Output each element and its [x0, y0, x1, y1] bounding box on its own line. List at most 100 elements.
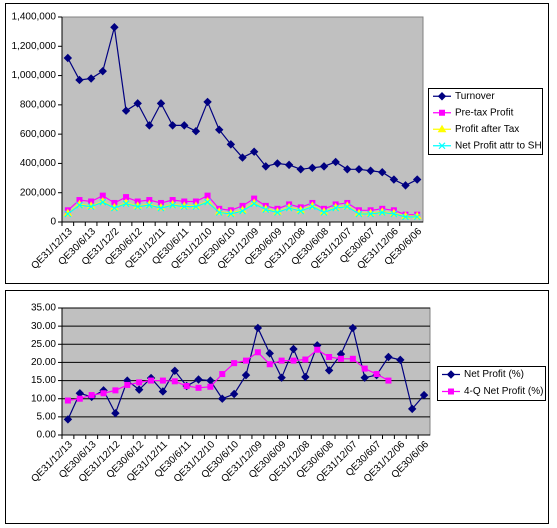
marker: [191, 127, 201, 136]
y-tick-label: 600,000: [20, 129, 57, 140]
legend-label: Net Profit (%): [464, 369, 524, 380]
marker: [76, 201, 83, 209]
marker: [378, 209, 386, 216]
marker: [355, 210, 363, 218]
marker: [134, 385, 144, 394]
marker: [390, 210, 398, 218]
marker: [308, 163, 317, 173]
marker: [243, 357, 249, 364]
marker: [194, 375, 203, 384]
plot-area: [61, 16, 424, 223]
marker: [412, 175, 422, 184]
legend-label: Net Profit attr to SH: [455, 140, 542, 151]
y-tick-label: 5.00: [37, 411, 57, 422]
marker: [63, 415, 73, 424]
legend: [428, 88, 543, 155]
marker: [110, 204, 118, 212]
y-tick-label: 1,400,000: [12, 12, 57, 23]
y-tick-label: 1,000,000: [12, 70, 57, 81]
legend-marker: [439, 109, 445, 116]
series-line: [67, 348, 389, 402]
marker: [273, 159, 282, 168]
marker: [302, 356, 309, 363]
y-tick-label: 25.00: [31, 339, 56, 350]
marker: [215, 125, 224, 134]
marker: [360, 373, 369, 382]
marker: [314, 346, 321, 353]
marker: [249, 147, 259, 156]
marker: [110, 23, 119, 32]
y-tick-label: 20.00: [31, 357, 56, 368]
marker: [253, 323, 263, 333]
marker: [343, 203, 351, 211]
marker: [204, 198, 211, 206]
y-tick-label: 400,000: [20, 158, 57, 169]
marker: [308, 203, 316, 211]
y-tick-label: 200,000: [20, 187, 57, 198]
marker: [159, 377, 166, 384]
legend-label: Pre-tax Profit: [455, 107, 514, 118]
marker: [195, 384, 202, 391]
legend-marker: [437, 92, 447, 101]
marker: [290, 357, 297, 364]
legend-marker: [446, 370, 456, 379]
marker: [297, 207, 305, 215]
marker: [183, 383, 190, 390]
legend: [437, 366, 546, 401]
marker: [285, 204, 293, 212]
marker: [419, 390, 429, 400]
marker: [170, 366, 179, 375]
legend-marker: [448, 388, 454, 395]
marker: [145, 201, 153, 209]
marker: [332, 204, 340, 212]
legend-marker: [438, 142, 446, 150]
marker: [88, 392, 95, 399]
marker: [133, 99, 142, 108]
marker: [348, 323, 358, 333]
marker: [413, 213, 421, 221]
marker: [296, 165, 305, 174]
marker: [373, 371, 380, 378]
marker: [76, 395, 83, 402]
marker: [261, 162, 270, 171]
marker: [241, 370, 251, 380]
marker: [324, 366, 334, 375]
marker: [180, 121, 189, 130]
legend-label: 4-Q Net Profit (%): [464, 386, 543, 397]
marker: [229, 389, 239, 399]
marker: [320, 209, 328, 216]
y-tick-label: 800,000: [20, 99, 57, 110]
marker: [326, 353, 333, 360]
marker: [265, 349, 274, 358]
y-tick-label: 30.00: [31, 321, 56, 332]
marker: [238, 153, 247, 162]
marker: [401, 181, 410, 190]
marker: [64, 210, 72, 218]
marker: [148, 377, 155, 384]
marker: [274, 209, 281, 216]
marker: [100, 390, 107, 397]
marker: [262, 206, 270, 213]
marker: [121, 106, 131, 115]
y-tick-label: 10.00: [31, 393, 56, 404]
marker: [226, 140, 236, 149]
marker: [396, 355, 405, 365]
marker: [219, 371, 226, 378]
marker: [385, 377, 392, 384]
marker: [366, 166, 375, 175]
marker: [277, 373, 286, 382]
marker: [215, 209, 223, 216]
marker: [266, 361, 273, 368]
marker: [122, 200, 130, 208]
marker: [63, 53, 73, 63]
marker: [169, 201, 177, 209]
legend-marker: [437, 124, 447, 133]
marker: [99, 198, 107, 206]
y-tick-label: 0.00: [37, 430, 57, 441]
y-tick-label: 0: [50, 217, 56, 228]
marker: [192, 203, 200, 211]
marker: [171, 378, 178, 385]
marker: [156, 99, 166, 108]
